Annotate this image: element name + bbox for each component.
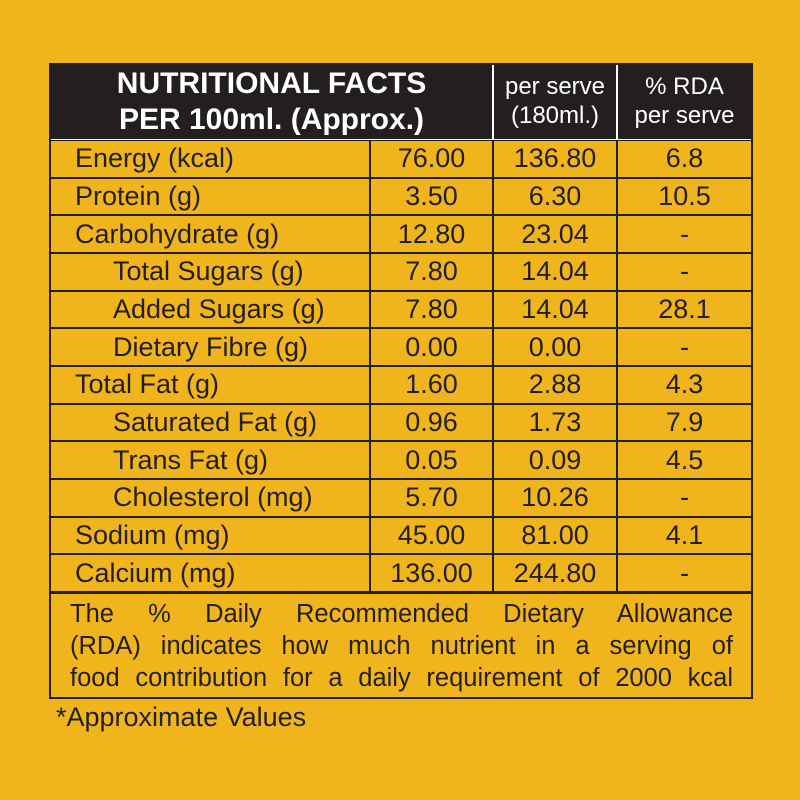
note-line: (RDA) indicates how much nutrient in a s… <box>70 632 733 660</box>
nutrient-value: 0.00 <box>370 328 493 366</box>
nutrient-value: 0.00 <box>493 328 617 366</box>
nutrient-value: 7.80 <box>370 290 493 329</box>
nutrient-value: 76.00 <box>370 140 493 178</box>
nutrient-value: - <box>617 554 752 592</box>
nutrient-name: Carbohydrate (g) <box>50 215 370 253</box>
header-title: NUTRITIONAL FACTS PER 100ml. (Approx.) <box>50 64 493 140</box>
nutrient-value: - <box>617 479 752 517</box>
nutrient-value: 12.80 <box>370 215 493 253</box>
nutrient-value: 136.00 <box>370 554 493 592</box>
nutrient-value: 0.96 <box>370 403 493 442</box>
note-line: food contribution for a daily requiremen… <box>70 664 733 692</box>
nutrient-value: 6.30 <box>493 177 617 216</box>
nutrient-value: 14.04 <box>493 253 617 291</box>
header-line: (180ml.) <box>510 102 600 129</box>
nutrient-value: 0.09 <box>493 441 617 479</box>
nutrient-value: 81.00 <box>493 516 617 555</box>
nutrient-value: 7.80 <box>370 253 493 291</box>
nutrient-value: 7.9 <box>617 403 752 442</box>
header-line: % RDA <box>645 73 724 101</box>
nutrient-value: 4.3 <box>617 366 752 404</box>
nutrient-value: 244.80 <box>493 554 617 592</box>
nutrient-value: 136.80 <box>493 140 617 178</box>
header-per-serve: per serve (180ml.) <box>493 64 617 140</box>
nutrient-value: 4.1 <box>617 516 752 555</box>
rda-note: The % Daily Recommended Dietary Allowanc… <box>51 592 751 698</box>
nutrient-value: 10.26 <box>493 479 617 517</box>
header-rda: % RDA per serve <box>617 64 752 140</box>
nutrient-name: Trans Fat (g) <box>50 441 370 479</box>
nutrient-value: 0.05 <box>370 441 493 479</box>
nutrient-value: 1.60 <box>370 366 493 404</box>
nutrient-name: Protein (g) <box>50 177 370 216</box>
nutrient-value: 45.00 <box>370 516 493 555</box>
nutrient-value: 10.5 <box>617 177 752 216</box>
nutrient-value: 28.1 <box>617 290 752 329</box>
nutrient-value: - <box>617 328 752 366</box>
nutrient-value: - <box>617 215 752 253</box>
nutrient-name: Total Sugars (g) <box>50 253 370 291</box>
nutrient-value: 4.5 <box>617 441 752 479</box>
nutrient-name: Saturated Fat (g) <box>50 403 370 442</box>
nutrient-name: Added Sugars (g) <box>50 290 370 329</box>
nutrient-value: 23.04 <box>493 215 617 253</box>
note-line: The % Daily Recommended Dietary Allowanc… <box>70 600 733 628</box>
nutrient-value: 14.04 <box>493 290 617 329</box>
nutrient-value: 2.88 <box>493 366 617 404</box>
nutrient-name: Dietary Fibre (g) <box>50 328 370 366</box>
nutrient-name: Cholesterol (mg) <box>50 479 370 517</box>
nutrient-value: - <box>617 253 752 291</box>
nutrient-name: Total Fat (g) <box>50 366 370 404</box>
header-line: per serve <box>634 102 735 129</box>
header-line: PER 100ml. (Approx.) <box>118 103 425 136</box>
nutrient-value: 5.70 <box>370 479 493 517</box>
header-line: NUTRITIONAL FACTS <box>116 67 427 100</box>
nutrient-value: 6.8 <box>617 140 752 178</box>
nutrient-name: Sodium (mg) <box>50 516 370 555</box>
nutrient-name: Calcium (mg) <box>50 554 370 592</box>
header-line: per serve <box>504 73 606 101</box>
nutrient-value: 1.73 <box>493 403 617 442</box>
nutrient-value: 3.50 <box>370 177 493 216</box>
footnote: *Approximate Values <box>56 702 307 732</box>
nutrient-name: Energy (kcal) <box>50 140 370 178</box>
